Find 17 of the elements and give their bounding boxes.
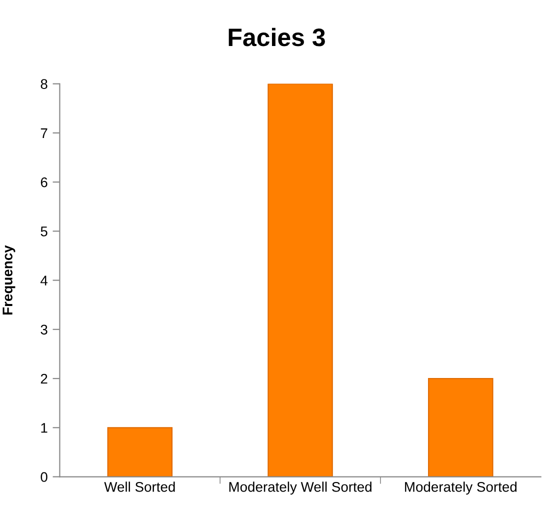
y-tick-label: 8 [40,79,48,89]
y-tick-label: 5 [40,226,48,236]
bar [268,84,333,477]
y-tick-label: 1 [41,423,48,433]
y-tick-label: 7 [40,128,48,138]
x-tick-label: Moderately Well Sorted [229,482,372,495]
y-tick-label: 2 [40,374,48,384]
x-tick-label: Moderately Sorted [405,482,516,495]
y-axis-title: Frequency [2,245,16,314]
x-tick-label: Well Sorted [104,482,175,492]
y-tick-label: 0 [40,472,48,482]
chart-title: Facies 3 [228,28,325,46]
y-tick-label: 4 [40,276,48,286]
bar [428,378,494,477]
y-tick-label: 6 [40,177,48,188]
y-tick-label: 3 [40,324,48,335]
bar [107,427,173,477]
